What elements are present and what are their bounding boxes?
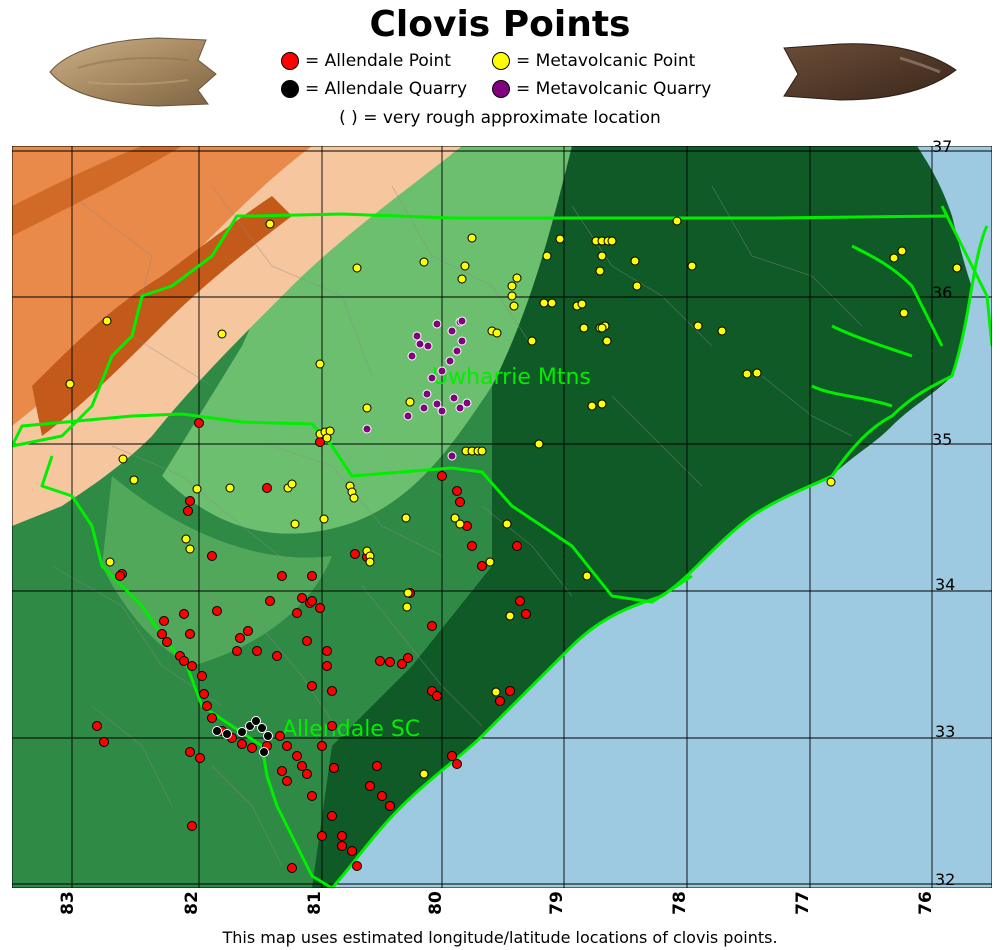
lon-label: 83 [57, 891, 78, 915]
lat-label: 37 [932, 137, 953, 156]
legend-label: = Metavolcanic Point [516, 51, 696, 71]
lat-lon-grid [12, 146, 992, 888]
allendale-quarries [212, 716, 273, 757]
legend-label: = Allendale Point [305, 51, 451, 71]
legend-label: = Metavolcanic Quarry [516, 79, 712, 99]
lon-label: 78 [669, 891, 690, 915]
map: Uwharrie Mtns Allendale SC [12, 146, 992, 888]
mountain-ridges [32, 196, 292, 436]
metavolcanic-quarries [362, 316, 472, 461]
piedmont-light [162, 146, 572, 534]
mountain-ridge-north [12, 146, 182, 236]
legend-allendale-point: = Allendale Point [281, 51, 451, 71]
lat-label: 34 [935, 575, 956, 594]
legend-metavolcanic-quarry: = Metavolcanic Quarry [492, 79, 711, 99]
approximate-location-note: ( ) = very rough approximate location [339, 108, 661, 128]
purple-dot-icon [492, 80, 510, 98]
lon-label: 77 [792, 891, 813, 915]
lat-label: 32 [935, 870, 956, 889]
uwharrie-label: Uwharrie Mtns [432, 365, 591, 390]
clovis-point-photo-right [783, 43, 957, 101]
lat-label: 35 [932, 430, 953, 449]
page-title: Clovis Points [369, 4, 631, 45]
county-lines [51, 185, 863, 867]
red-dot-icon [281, 52, 299, 70]
allendale-label: Allendale SC [282, 717, 420, 742]
lon-label: 80 [425, 891, 446, 915]
lat-label: 33 [935, 722, 956, 741]
legend-label: = Allendale Quarry [305, 79, 468, 99]
legend-metavolcanic-point: = Metavolcanic Point [492, 51, 695, 71]
black-dot-icon [281, 80, 299, 98]
ocean-north [917, 146, 992, 336]
outer-banks [940, 205, 992, 347]
state-borders [12, 212, 989, 888]
footer-note: This map uses estimated longitude/latitu… [222, 928, 778, 947]
lon-label: 81 [304, 891, 325, 915]
lon-label: 79 [546, 891, 567, 915]
atlantic-ocean [332, 216, 992, 888]
allendale-points [92, 418, 531, 873]
piedmont-mid [102, 476, 332, 666]
legend-allendale-quarry: = Allendale Quarry [281, 79, 467, 99]
lon-label: 82 [181, 891, 202, 915]
lat-label: 36 [932, 283, 953, 302]
yellow-dot-icon [492, 52, 510, 70]
lon-label: 76 [915, 891, 936, 915]
metavolcanic-points [65, 216, 962, 779]
clovis-point-photo-left [49, 37, 217, 107]
